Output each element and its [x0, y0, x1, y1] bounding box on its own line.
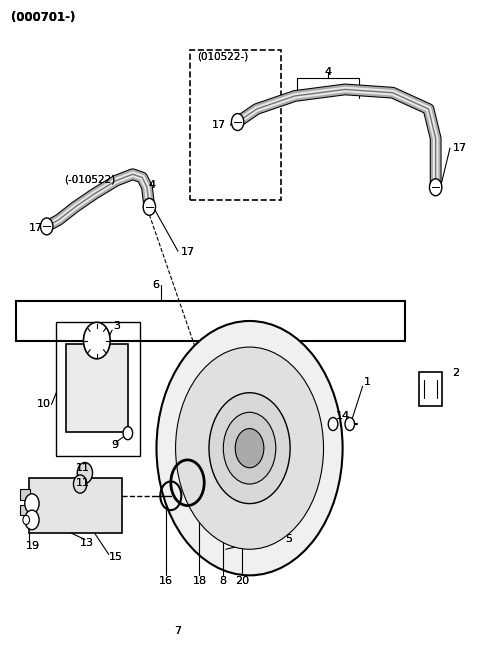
Circle shape [25, 510, 39, 530]
Text: 10: 10 [37, 400, 51, 409]
Text: 6: 6 [152, 280, 159, 290]
Text: 16: 16 [159, 576, 173, 586]
Bar [190, 50, 281, 200]
Text: 3: 3 [114, 321, 120, 331]
Text: 10: 10 [37, 400, 51, 409]
Circle shape [143, 198, 156, 215]
Text: 2: 2 [452, 368, 459, 378]
Text: 18: 18 [192, 576, 206, 586]
Circle shape [77, 462, 93, 483]
Bar [66, 344, 128, 432]
Text: 1: 1 [364, 377, 371, 386]
Text: 5: 5 [285, 534, 292, 544]
Text: 14: 14 [336, 411, 349, 421]
Text: 17: 17 [29, 223, 43, 233]
Text: 8: 8 [220, 576, 227, 586]
Text: 17: 17 [29, 223, 43, 233]
Text: 4: 4 [148, 180, 155, 191]
Bar [16, 301, 405, 341]
Text: 11: 11 [75, 462, 89, 473]
Text: (010522-): (010522-) [197, 52, 248, 62]
Circle shape [345, 417, 355, 430]
Bar [419, 372, 442, 405]
Text: 9: 9 [111, 440, 118, 450]
Text: 19: 19 [26, 541, 40, 551]
Circle shape [235, 428, 264, 468]
Bar [56, 322, 140, 456]
Circle shape [84, 322, 110, 359]
Circle shape [40, 218, 53, 235]
Text: 15: 15 [109, 552, 123, 562]
Text: 8: 8 [220, 576, 227, 586]
Text: 17: 17 [180, 248, 194, 257]
Text: 14: 14 [336, 411, 349, 421]
Bar [20, 489, 30, 500]
Text: 13: 13 [80, 538, 94, 548]
Text: 1: 1 [364, 377, 371, 386]
Text: 4: 4 [325, 67, 332, 77]
Text: 7: 7 [174, 626, 181, 636]
Text: (010522-): (010522-) [197, 52, 248, 62]
Circle shape [223, 412, 276, 484]
Text: 18: 18 [192, 576, 206, 586]
Text: 4: 4 [148, 180, 155, 191]
Text: 19: 19 [26, 541, 40, 551]
Circle shape [328, 417, 338, 430]
Text: 13: 13 [80, 538, 94, 548]
Text: 20: 20 [235, 576, 250, 586]
Text: 11: 11 [75, 477, 89, 488]
Text: 17: 17 [452, 143, 467, 153]
Bar [20, 505, 30, 515]
Text: 17: 17 [452, 143, 467, 153]
Text: 11: 11 [75, 477, 89, 488]
Text: 7: 7 [174, 626, 181, 636]
Text: 20: 20 [235, 576, 250, 586]
Circle shape [25, 494, 39, 514]
Circle shape [231, 113, 244, 130]
Circle shape [73, 475, 87, 493]
Text: 6: 6 [152, 280, 159, 290]
Text: 5: 5 [285, 534, 292, 544]
Text: 17: 17 [212, 121, 226, 130]
Text: 15: 15 [109, 552, 123, 562]
Text: (000701-): (000701-) [11, 11, 75, 24]
Text: 4: 4 [325, 67, 332, 77]
Text: 11: 11 [75, 462, 89, 473]
Text: (-010522): (-010522) [64, 174, 115, 185]
Circle shape [156, 321, 343, 575]
Circle shape [144, 199, 155, 215]
Text: 17: 17 [212, 121, 226, 130]
Circle shape [123, 426, 132, 440]
Circle shape [23, 515, 30, 525]
Text: 16: 16 [159, 576, 173, 586]
Text: 3: 3 [114, 321, 120, 331]
Circle shape [176, 347, 324, 550]
Circle shape [209, 393, 290, 504]
Text: 9: 9 [111, 440, 118, 450]
Bar [29, 477, 121, 533]
Text: (000701-): (000701-) [11, 11, 75, 24]
Text: 2: 2 [452, 368, 459, 378]
Text: (-010522): (-010522) [64, 174, 115, 185]
Text: 17: 17 [180, 248, 194, 257]
Circle shape [430, 179, 442, 196]
